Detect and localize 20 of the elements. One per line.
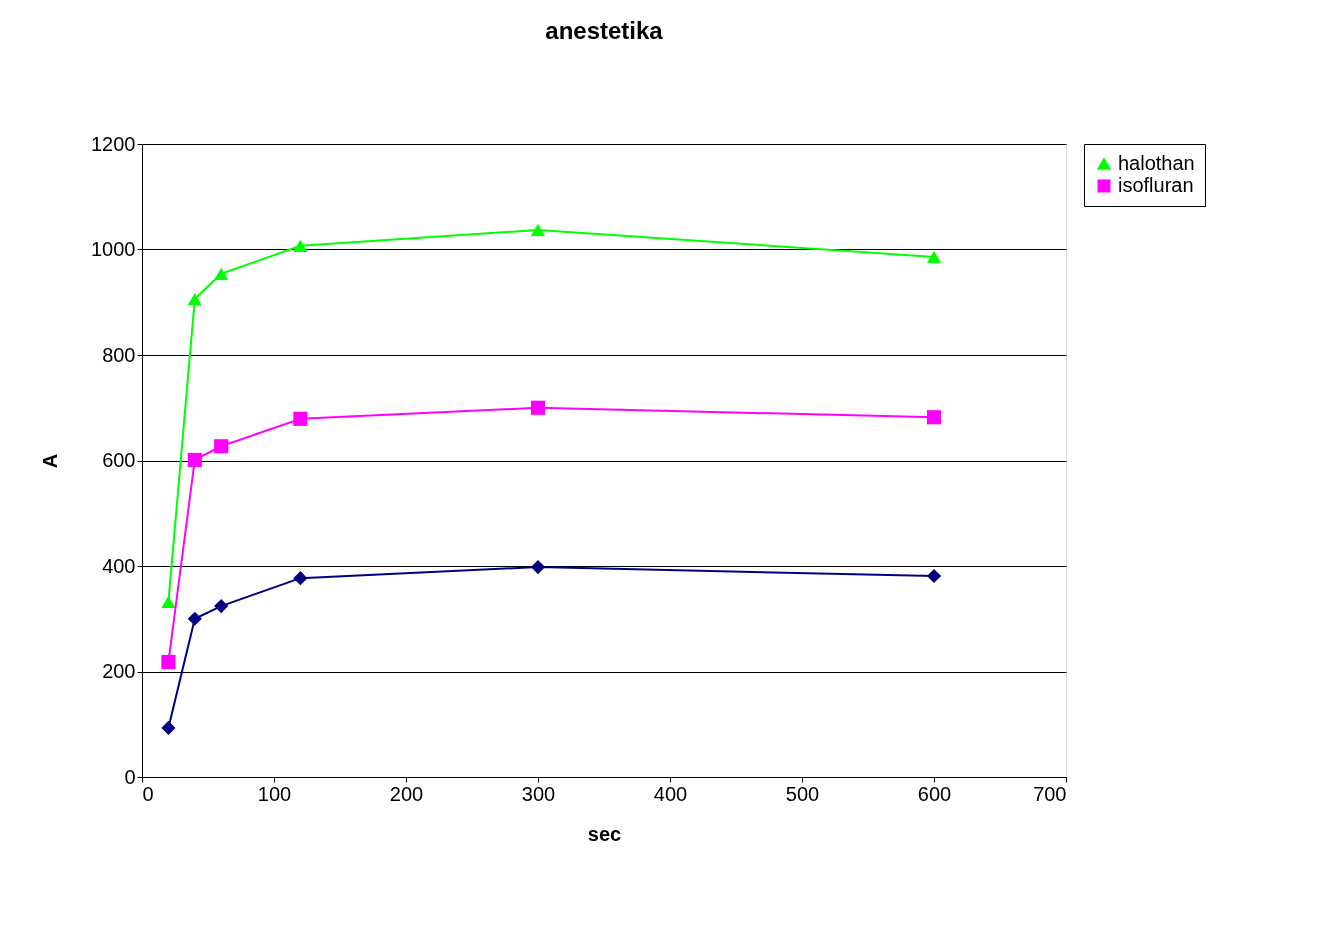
- legend-label: isofluran: [1118, 174, 1194, 196]
- y-tick-label: 400: [102, 554, 136, 577]
- legend-label: halothan: [1118, 152, 1195, 174]
- x-tick-label: 300: [521, 782, 556, 805]
- x-tick-label: 400: [653, 782, 688, 805]
- y-tick-label: 0: [124, 765, 136, 788]
- x-tick-label: 200: [389, 782, 424, 805]
- x-tick-label: 500: [785, 782, 820, 805]
- x-tick-label: 700: [1033, 782, 1067, 805]
- y-tick-label: 1200: [91, 132, 136, 155]
- x-tick-label: 100: [257, 782, 292, 805]
- y-axis-title: A: [39, 453, 62, 469]
- x-tick-label: 0: [142, 782, 154, 805]
- chart-title: anestetika: [545, 17, 664, 44]
- y-tick-label: 600: [102, 449, 136, 471]
- x-axis-title: sec: [587, 822, 622, 845]
- y-tick-label: 800: [102, 343, 136, 366]
- y-tick-label: 200: [102, 660, 136, 682]
- x-tick-label: 600: [917, 782, 952, 805]
- y-tick-label: 1000: [91, 238, 136, 260]
